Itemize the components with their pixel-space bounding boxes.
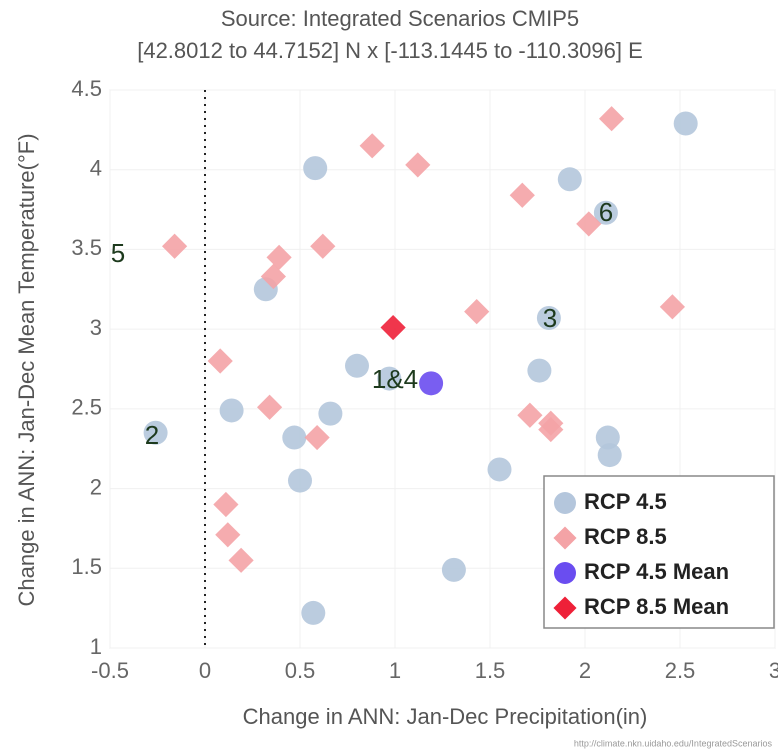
diamond-point — [260, 263, 286, 290]
y-tick-label: 3 — [90, 315, 102, 340]
circle-point — [282, 425, 307, 450]
y-tick-label: 2.5 — [71, 395, 102, 420]
diamond-point — [553, 596, 577, 620]
x-tick-label: 2 — [579, 658, 591, 683]
legend-label: RCP 8.5 Mean — [584, 594, 729, 619]
circle-point — [288, 468, 312, 493]
circle-point — [673, 111, 698, 136]
legend-label: RCP 4.5 Mean — [584, 559, 729, 584]
circle-point — [345, 353, 369, 378]
annotation: 5 — [111, 238, 125, 268]
circle-point — [595, 425, 620, 450]
circle-point — [301, 600, 326, 625]
x-tick-label: 1.5 — [475, 658, 506, 683]
x-tick-label: 2.5 — [665, 658, 696, 683]
y-tick-label: 2 — [90, 474, 102, 499]
y-axis-label: Change in ANN: Jan-Dec Mean Temperature(… — [14, 133, 39, 606]
x-tick-label: 1 — [389, 658, 401, 683]
circle-point — [554, 562, 576, 584]
diamond-point — [257, 394, 283, 420]
diamond-point — [380, 314, 406, 341]
diamond-point — [599, 106, 625, 132]
circle-point — [554, 492, 576, 514]
diamond-point — [553, 526, 577, 550]
circle-point — [593, 200, 618, 225]
circle-point — [557, 167, 582, 192]
diamond-point — [310, 233, 336, 259]
x-axis-label: Change in ANN: Jan-Dec Precipitation(in) — [243, 704, 648, 729]
x-tick-label: 0 — [199, 658, 211, 683]
x-tick-label: 0.5 — [285, 658, 316, 683]
circle-point — [318, 401, 343, 426]
chart-subtitle: [42.8012 to 44.7152] N x [-113.1445 to -… — [137, 38, 643, 63]
circle-point — [441, 557, 466, 582]
diamond-point — [576, 211, 602, 237]
diamond-point — [228, 547, 254, 573]
source-url: http://climate.nkn.uidaho.edu/Integrated… — [574, 738, 773, 748]
y-tick-label: 1 — [90, 634, 102, 659]
circle-point — [303, 156, 328, 181]
circle-point — [527, 358, 552, 383]
diamond-point — [464, 299, 490, 325]
circle-point — [219, 398, 244, 423]
diamond-point — [162, 233, 188, 259]
x-tick-label: 3 — [769, 658, 778, 683]
annotation: 2 — [145, 420, 159, 450]
y-tick-label: 3.5 — [71, 235, 102, 260]
diamond-point — [359, 133, 385, 159]
circle-point — [536, 305, 561, 330]
circle-point — [597, 443, 622, 468]
diamond-point — [304, 424, 330, 451]
legend-box — [543, 475, 775, 629]
x-tick-label: -0.5 — [91, 658, 129, 683]
diamond-point — [207, 348, 233, 374]
diamond-point — [659, 294, 685, 320]
legend-label: RCP 4.5 — [584, 489, 667, 514]
y-tick-label: 1.5 — [71, 554, 102, 579]
diamond-point — [509, 182, 535, 208]
circle-point — [419, 371, 444, 396]
diamond-point — [213, 491, 239, 518]
circle-point — [377, 366, 402, 391]
annotation: 6 — [599, 197, 613, 227]
diamond-point — [215, 522, 241, 548]
annotation: 1&4 — [372, 364, 418, 394]
y-tick-label: 4 — [90, 156, 102, 181]
legend-label: RCP 8.5 — [584, 524, 667, 549]
y-tick-label: 4.5 — [71, 76, 102, 101]
chart-title: Source: Integrated Scenarios CMIP5 — [221, 6, 579, 31]
diamond-point — [266, 244, 292, 270]
diamond-point — [517, 402, 543, 428]
diamond-point — [538, 416, 564, 443]
circle-point — [143, 420, 168, 445]
diamond-point — [405, 152, 431, 178]
annotation: 3 — [543, 303, 557, 333]
circle-point — [487, 457, 512, 482]
